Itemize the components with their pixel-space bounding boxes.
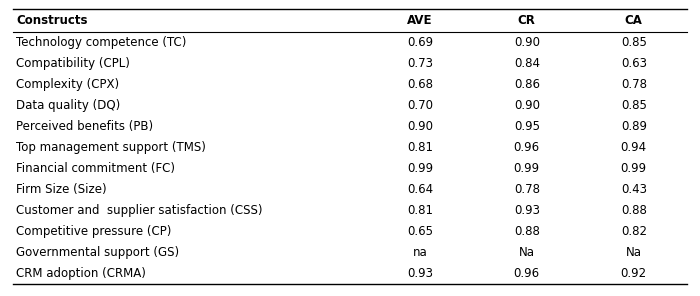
Text: Top management support (TMS): Top management support (TMS) bbox=[16, 141, 206, 154]
Text: Firm Size (Size): Firm Size (Size) bbox=[16, 183, 106, 196]
Text: 0.85: 0.85 bbox=[621, 99, 647, 112]
Text: 0.63: 0.63 bbox=[621, 57, 647, 70]
Text: 0.69: 0.69 bbox=[407, 36, 433, 49]
Text: Data quality (DQ): Data quality (DQ) bbox=[16, 99, 120, 112]
Text: 0.93: 0.93 bbox=[407, 267, 433, 280]
Text: 0.93: 0.93 bbox=[514, 204, 540, 217]
Text: 0.96: 0.96 bbox=[514, 141, 540, 154]
Text: 0.78: 0.78 bbox=[514, 183, 540, 196]
Text: 0.89: 0.89 bbox=[621, 120, 647, 133]
Text: Governmental support (GS): Governmental support (GS) bbox=[16, 246, 179, 259]
Text: Na: Na bbox=[519, 246, 535, 259]
Text: 0.70: 0.70 bbox=[407, 99, 433, 112]
Text: Technology competence (TC): Technology competence (TC) bbox=[16, 36, 186, 49]
Text: Compatibility (CPL): Compatibility (CPL) bbox=[16, 57, 130, 70]
Text: 0.92: 0.92 bbox=[621, 267, 647, 280]
Text: 0.96: 0.96 bbox=[514, 267, 540, 280]
Text: Financial commitment (FC): Financial commitment (FC) bbox=[16, 162, 175, 175]
Text: 0.86: 0.86 bbox=[514, 78, 540, 91]
Text: AVE: AVE bbox=[407, 14, 433, 27]
Text: CA: CA bbox=[625, 14, 643, 27]
Text: Constructs: Constructs bbox=[16, 14, 88, 27]
Text: 0.99: 0.99 bbox=[621, 162, 647, 175]
Text: 0.99: 0.99 bbox=[514, 162, 540, 175]
Text: Competitive pressure (CP): Competitive pressure (CP) bbox=[16, 225, 172, 238]
Text: 0.43: 0.43 bbox=[621, 183, 647, 196]
Text: 0.78: 0.78 bbox=[621, 78, 647, 91]
Text: 0.81: 0.81 bbox=[407, 141, 433, 154]
Text: CRM adoption (CRMA): CRM adoption (CRMA) bbox=[16, 267, 146, 280]
Text: 0.90: 0.90 bbox=[514, 36, 540, 49]
Text: 0.73: 0.73 bbox=[407, 57, 433, 70]
Text: 0.94: 0.94 bbox=[621, 141, 647, 154]
Text: 0.88: 0.88 bbox=[514, 225, 540, 238]
Text: Complexity (CPX): Complexity (CPX) bbox=[16, 78, 119, 91]
Text: Na: Na bbox=[626, 246, 642, 259]
Text: 0.90: 0.90 bbox=[407, 120, 433, 133]
Text: 0.99: 0.99 bbox=[407, 162, 433, 175]
Text: 0.64: 0.64 bbox=[407, 183, 433, 196]
Text: CR: CR bbox=[518, 14, 536, 27]
Text: 0.65: 0.65 bbox=[407, 225, 433, 238]
Text: Customer and  supplier satisfaction (CSS): Customer and supplier satisfaction (CSS) bbox=[16, 204, 262, 217]
Text: 0.82: 0.82 bbox=[621, 225, 647, 238]
Text: 0.68: 0.68 bbox=[407, 78, 433, 91]
Text: 0.81: 0.81 bbox=[407, 204, 433, 217]
Text: 0.84: 0.84 bbox=[514, 57, 540, 70]
Text: na: na bbox=[413, 246, 428, 259]
Text: 0.90: 0.90 bbox=[514, 99, 540, 112]
Text: Perceived benefits (PB): Perceived benefits (PB) bbox=[16, 120, 153, 133]
Text: 0.88: 0.88 bbox=[621, 204, 647, 217]
Text: 0.85: 0.85 bbox=[621, 36, 647, 49]
Text: 0.95: 0.95 bbox=[514, 120, 540, 133]
